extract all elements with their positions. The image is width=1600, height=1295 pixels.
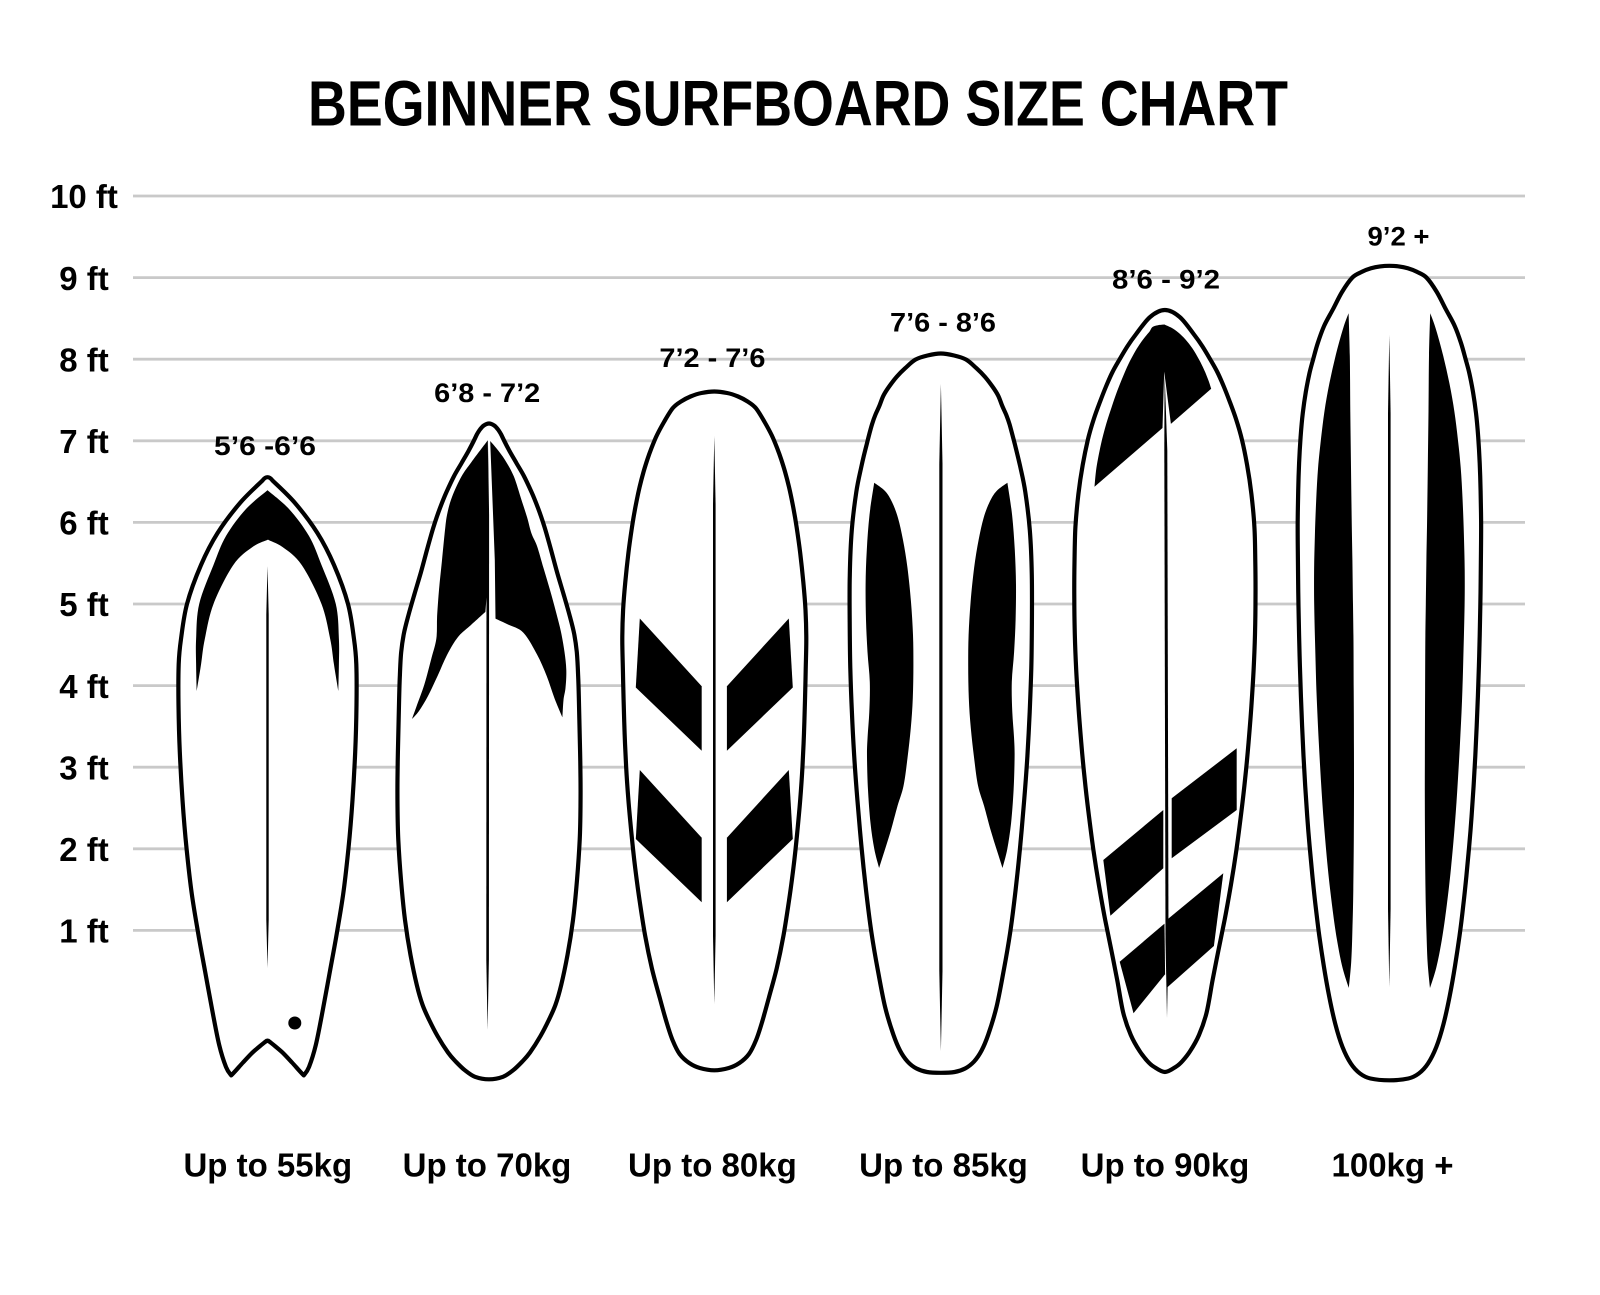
svg-text:Up to 80kg: Up to 80kg [628,1147,797,1184]
svg-text:100kg +: 100kg + [1331,1147,1453,1184]
svg-text:1 ft: 1 ft [59,913,109,950]
svg-text:3 ft: 3 ft [59,749,109,786]
svg-text:Up to 90kg: Up to 90kg [1081,1147,1250,1184]
svg-text:10 ft: 10 ft [50,178,118,215]
svg-text:6 ft: 6 ft [59,505,109,542]
svg-text:7’2 - 7’6: 7’2 - 7’6 [659,343,765,373]
svg-text:7’6 - 8’6: 7’6 - 8’6 [890,307,996,337]
svg-text:6’8 - 7’2: 6’8 - 7’2 [434,378,540,408]
svg-text:9’2 +: 9’2 + [1368,221,1430,251]
svg-text:8 ft: 8 ft [59,341,109,378]
svg-text:5 ft: 5 ft [59,586,109,623]
svg-text:5’6 -6’6: 5’6 -6’6 [214,431,316,461]
svg-text:Up to 55kg: Up to 55kg [183,1147,352,1184]
svg-text:Up to 85kg: Up to 85kg [859,1147,1028,1184]
svg-text:BEGINNER SURFBOARD SIZE CHART: BEGINNER SURFBOARD SIZE CHART [308,68,1288,140]
svg-text:2 ft: 2 ft [59,831,109,868]
svg-text:9 ft: 9 ft [59,260,109,297]
svg-text:Up to 70kg: Up to 70kg [403,1147,572,1184]
svg-text:7 ft: 7 ft [59,423,109,460]
svg-text:4 ft: 4 ft [59,668,109,705]
svg-text:8’6 - 9’2: 8’6 - 9’2 [1112,265,1220,295]
